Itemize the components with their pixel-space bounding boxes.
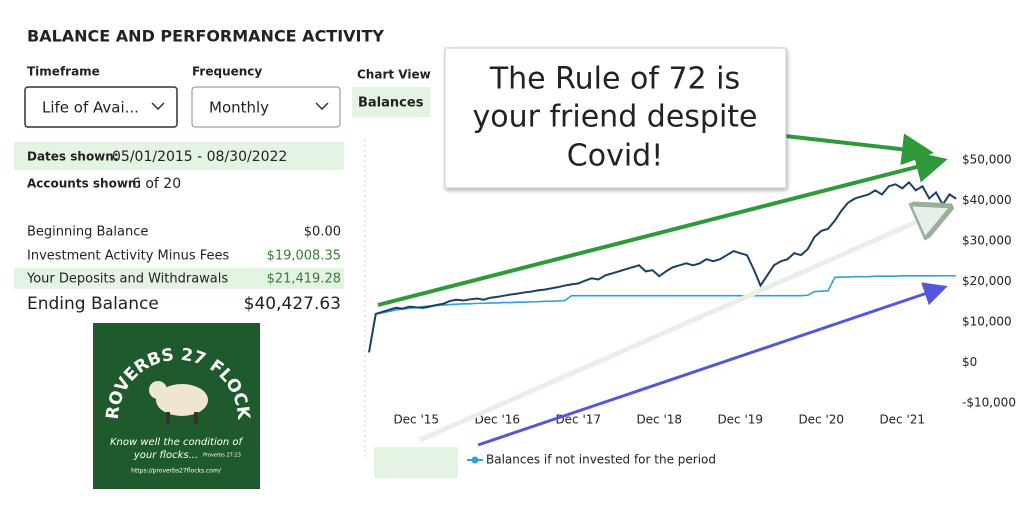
chart-view-value: Balances xyxy=(358,96,424,111)
arrow xyxy=(377,151,948,307)
legend-label: Balances if not invested for the period xyxy=(486,453,716,467)
row-value: $21,419.28 xyxy=(267,272,341,287)
value: 05/01/2015 - 08/30/2022 xyxy=(112,149,287,165)
y-tick-label: $30,000 xyxy=(962,234,1012,248)
callout xyxy=(444,47,787,189)
x-tick-label: Dec '20 xyxy=(798,413,844,427)
line-series xyxy=(368,274,957,353)
label: Frequency xyxy=(192,65,262,79)
y-tick-label: $10,000 xyxy=(962,315,1012,329)
chart: $50,000 $40,000 $30,000 $20,000 $10,000 $0 -$1… xyxy=(368,153,1016,467)
label: Accounts shown: xyxy=(27,177,141,191)
highlight xyxy=(14,268,344,289)
row-label: Investment Activity Minus Fees xyxy=(27,249,229,264)
row-value: $40,427.63 xyxy=(244,294,341,314)
dropdown[interactable] xyxy=(191,86,341,128)
row-label: Beginning Balance xyxy=(27,225,148,240)
x-tick-label: Dec '21 xyxy=(879,413,925,427)
chart-view-button[interactable] xyxy=(352,87,430,117)
page-title: BALANCE AND PERFORMANCE ACTIVITY xyxy=(27,27,384,46)
logo-motto: your flocks... xyxy=(133,450,198,461)
y-tick-label: $0 xyxy=(962,355,977,369)
callout-text: Covid! xyxy=(567,139,663,174)
y-tick-label: $50,000 xyxy=(962,153,1012,167)
logo-motto: Know well the condition of xyxy=(110,437,244,448)
x-tick-label: Dec '17 xyxy=(555,413,601,427)
value: 6 of 20 xyxy=(132,176,181,192)
arrow xyxy=(477,282,948,447)
x-tick-label: Dec '16 xyxy=(474,413,520,427)
row-value: $19,008.35 xyxy=(267,249,341,264)
logo-url: https://proverbs27flocks.com/ xyxy=(131,468,222,475)
line-series xyxy=(368,180,957,353)
arrow xyxy=(418,210,944,443)
logo-ref: Proverbs 27:23 xyxy=(203,453,241,459)
x-tick-label: Dec '15 xyxy=(393,413,439,427)
y-tick-label: $20,000 xyxy=(962,274,1012,288)
highlight xyxy=(374,447,458,478)
y-tick-label: -$10,000 xyxy=(962,396,1016,410)
dropdown-value: Life of Avai... xyxy=(42,99,139,117)
x-tick-label: Dec '18 xyxy=(636,413,682,427)
callout-text: your friend despite xyxy=(473,100,758,135)
arrow xyxy=(784,133,934,166)
chevron xyxy=(315,102,329,111)
callout-text: The Rule of 72 is xyxy=(489,62,740,97)
dropdown[interactable] xyxy=(24,86,178,128)
legend-swatch xyxy=(471,456,479,464)
label: Timeframe xyxy=(27,65,100,79)
x-tick-label: Dec '19 xyxy=(717,413,763,427)
y-tick-label: $40,000 xyxy=(962,193,1012,207)
row-value: $0.00 xyxy=(304,225,341,240)
row-label: Ending Balance xyxy=(27,294,159,314)
label: Chart View xyxy=(357,68,431,82)
chevron xyxy=(151,102,165,111)
row-label: Your Deposits and Withdrawals xyxy=(26,272,228,287)
dropdown-value: Monthly xyxy=(209,99,269,117)
highlight xyxy=(14,142,344,170)
label: Dates shown: xyxy=(27,150,119,164)
